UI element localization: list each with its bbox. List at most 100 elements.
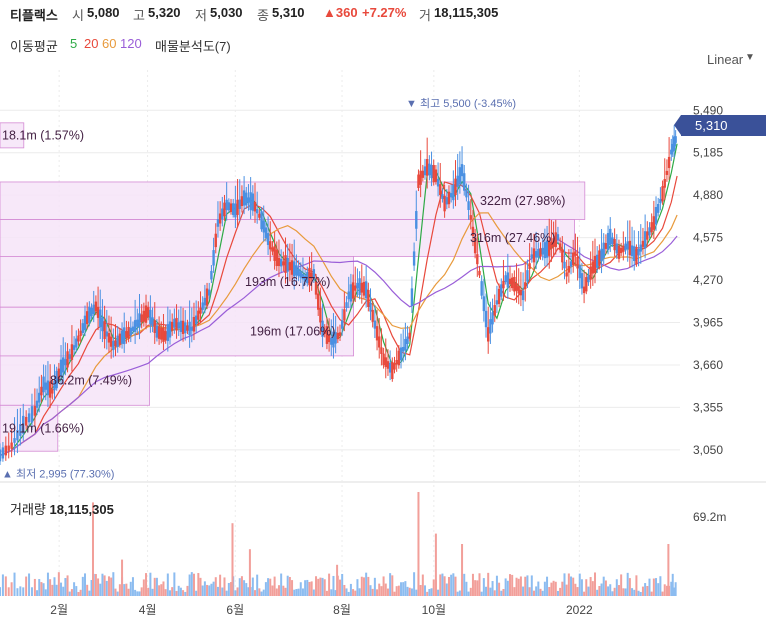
volume-bar (454, 576, 457, 596)
volume-bar (49, 579, 52, 596)
scale-select[interactable]: Linear ▼ (700, 52, 760, 70)
volume-bar (530, 575, 533, 596)
current-price-value: 5,310 (695, 118, 728, 133)
volume-bar (671, 573, 674, 596)
volume-bar (517, 578, 520, 596)
volume-bar (160, 584, 163, 596)
price-chart[interactable]: 2월 4월 6월 8월 10월 2022 5,490 5,185 4,880 4,575 4,270… (0, 70, 766, 627)
candle (133, 320, 137, 332)
volume-bar (110, 577, 113, 596)
volume-bar (177, 585, 180, 596)
volume-bar (596, 589, 599, 596)
candle (218, 213, 222, 224)
candle (408, 332, 411, 339)
volume-bar (105, 580, 108, 596)
change-percent: +7.27% (362, 5, 407, 20)
volume-bar (186, 585, 189, 596)
volume-bar (273, 576, 276, 596)
candle (210, 270, 213, 280)
volume-bar (28, 573, 31, 596)
ma-60-toggle[interactable]: 60 (102, 36, 117, 51)
candle (548, 240, 551, 256)
candle (46, 380, 50, 396)
volume-bar (280, 573, 283, 596)
volume-spike (417, 492, 420, 596)
candle (194, 315, 198, 324)
volume-spike (434, 533, 437, 596)
volume-bar (644, 583, 647, 596)
volume-bar (38, 579, 41, 596)
candle (347, 291, 350, 300)
candle (495, 300, 499, 305)
volume-bar (125, 583, 128, 596)
volume-bar (223, 577, 226, 596)
volume-bar (426, 591, 429, 596)
volume-spike (461, 544, 464, 596)
volume-bar (138, 591, 141, 596)
candle (225, 199, 228, 211)
candle (4, 445, 8, 456)
price-tick-label: 4,880 (693, 188, 723, 202)
ma-5-toggle[interactable]: 5 (70, 36, 78, 51)
candle (550, 241, 553, 249)
candle (10, 442, 13, 449)
candle (434, 169, 438, 182)
candle (66, 351, 69, 368)
candle (534, 251, 538, 258)
volume-spike (91, 502, 94, 596)
volume-bar (51, 584, 54, 596)
volume-bar (428, 589, 431, 596)
candle (637, 249, 640, 256)
volume-profile-toggle[interactable]: 매물분석도(7) (155, 39, 231, 54)
volume-bar (389, 573, 392, 596)
candle (334, 332, 337, 344)
candle (541, 247, 544, 255)
candle (295, 265, 298, 276)
volume-bar (293, 589, 296, 596)
candle (519, 289, 523, 296)
chevron-down-icon: ▼ (745, 52, 755, 63)
ma-120-toggle[interactable]: 120 (120, 36, 142, 51)
candle (101, 317, 104, 332)
candle (633, 246, 636, 262)
volume-bar (297, 588, 300, 596)
volume-bar (395, 586, 398, 596)
ma-20-toggle[interactable]: 20 (84, 36, 99, 51)
candle (491, 312, 494, 325)
candle (648, 227, 651, 236)
candle (7, 445, 10, 451)
candle (430, 164, 433, 179)
candle (212, 250, 215, 266)
candle (613, 238, 616, 251)
candle (118, 333, 122, 345)
candle (476, 254, 479, 265)
volume-bar (84, 573, 86, 596)
candle (641, 240, 645, 247)
candle (181, 320, 185, 335)
candle (563, 261, 566, 269)
price-tag-pointer (674, 115, 681, 135)
volume-bar (341, 573, 344, 596)
candle (277, 257, 281, 267)
candle (600, 248, 603, 262)
price-tick-label: 3,050 (693, 443, 723, 457)
volume-bar (258, 588, 261, 596)
candle (136, 319, 139, 327)
volume-bar (269, 578, 272, 596)
candle (493, 305, 496, 316)
volume-bar (90, 579, 93, 596)
candle (595, 254, 599, 268)
volume-bar (284, 587, 287, 596)
volume-bar (585, 579, 588, 596)
volume-bar (40, 582, 43, 596)
volume-bar (673, 587, 676, 596)
price-tick-label: 5,185 (693, 146, 723, 160)
volume-bar (541, 590, 544, 596)
volume-bar (572, 577, 575, 596)
candle (48, 381, 52, 398)
candle (160, 327, 163, 340)
volume-bar (467, 591, 470, 596)
volume-profile-bar (0, 122, 25, 149)
candle (410, 288, 414, 306)
volume-bar (365, 572, 368, 596)
